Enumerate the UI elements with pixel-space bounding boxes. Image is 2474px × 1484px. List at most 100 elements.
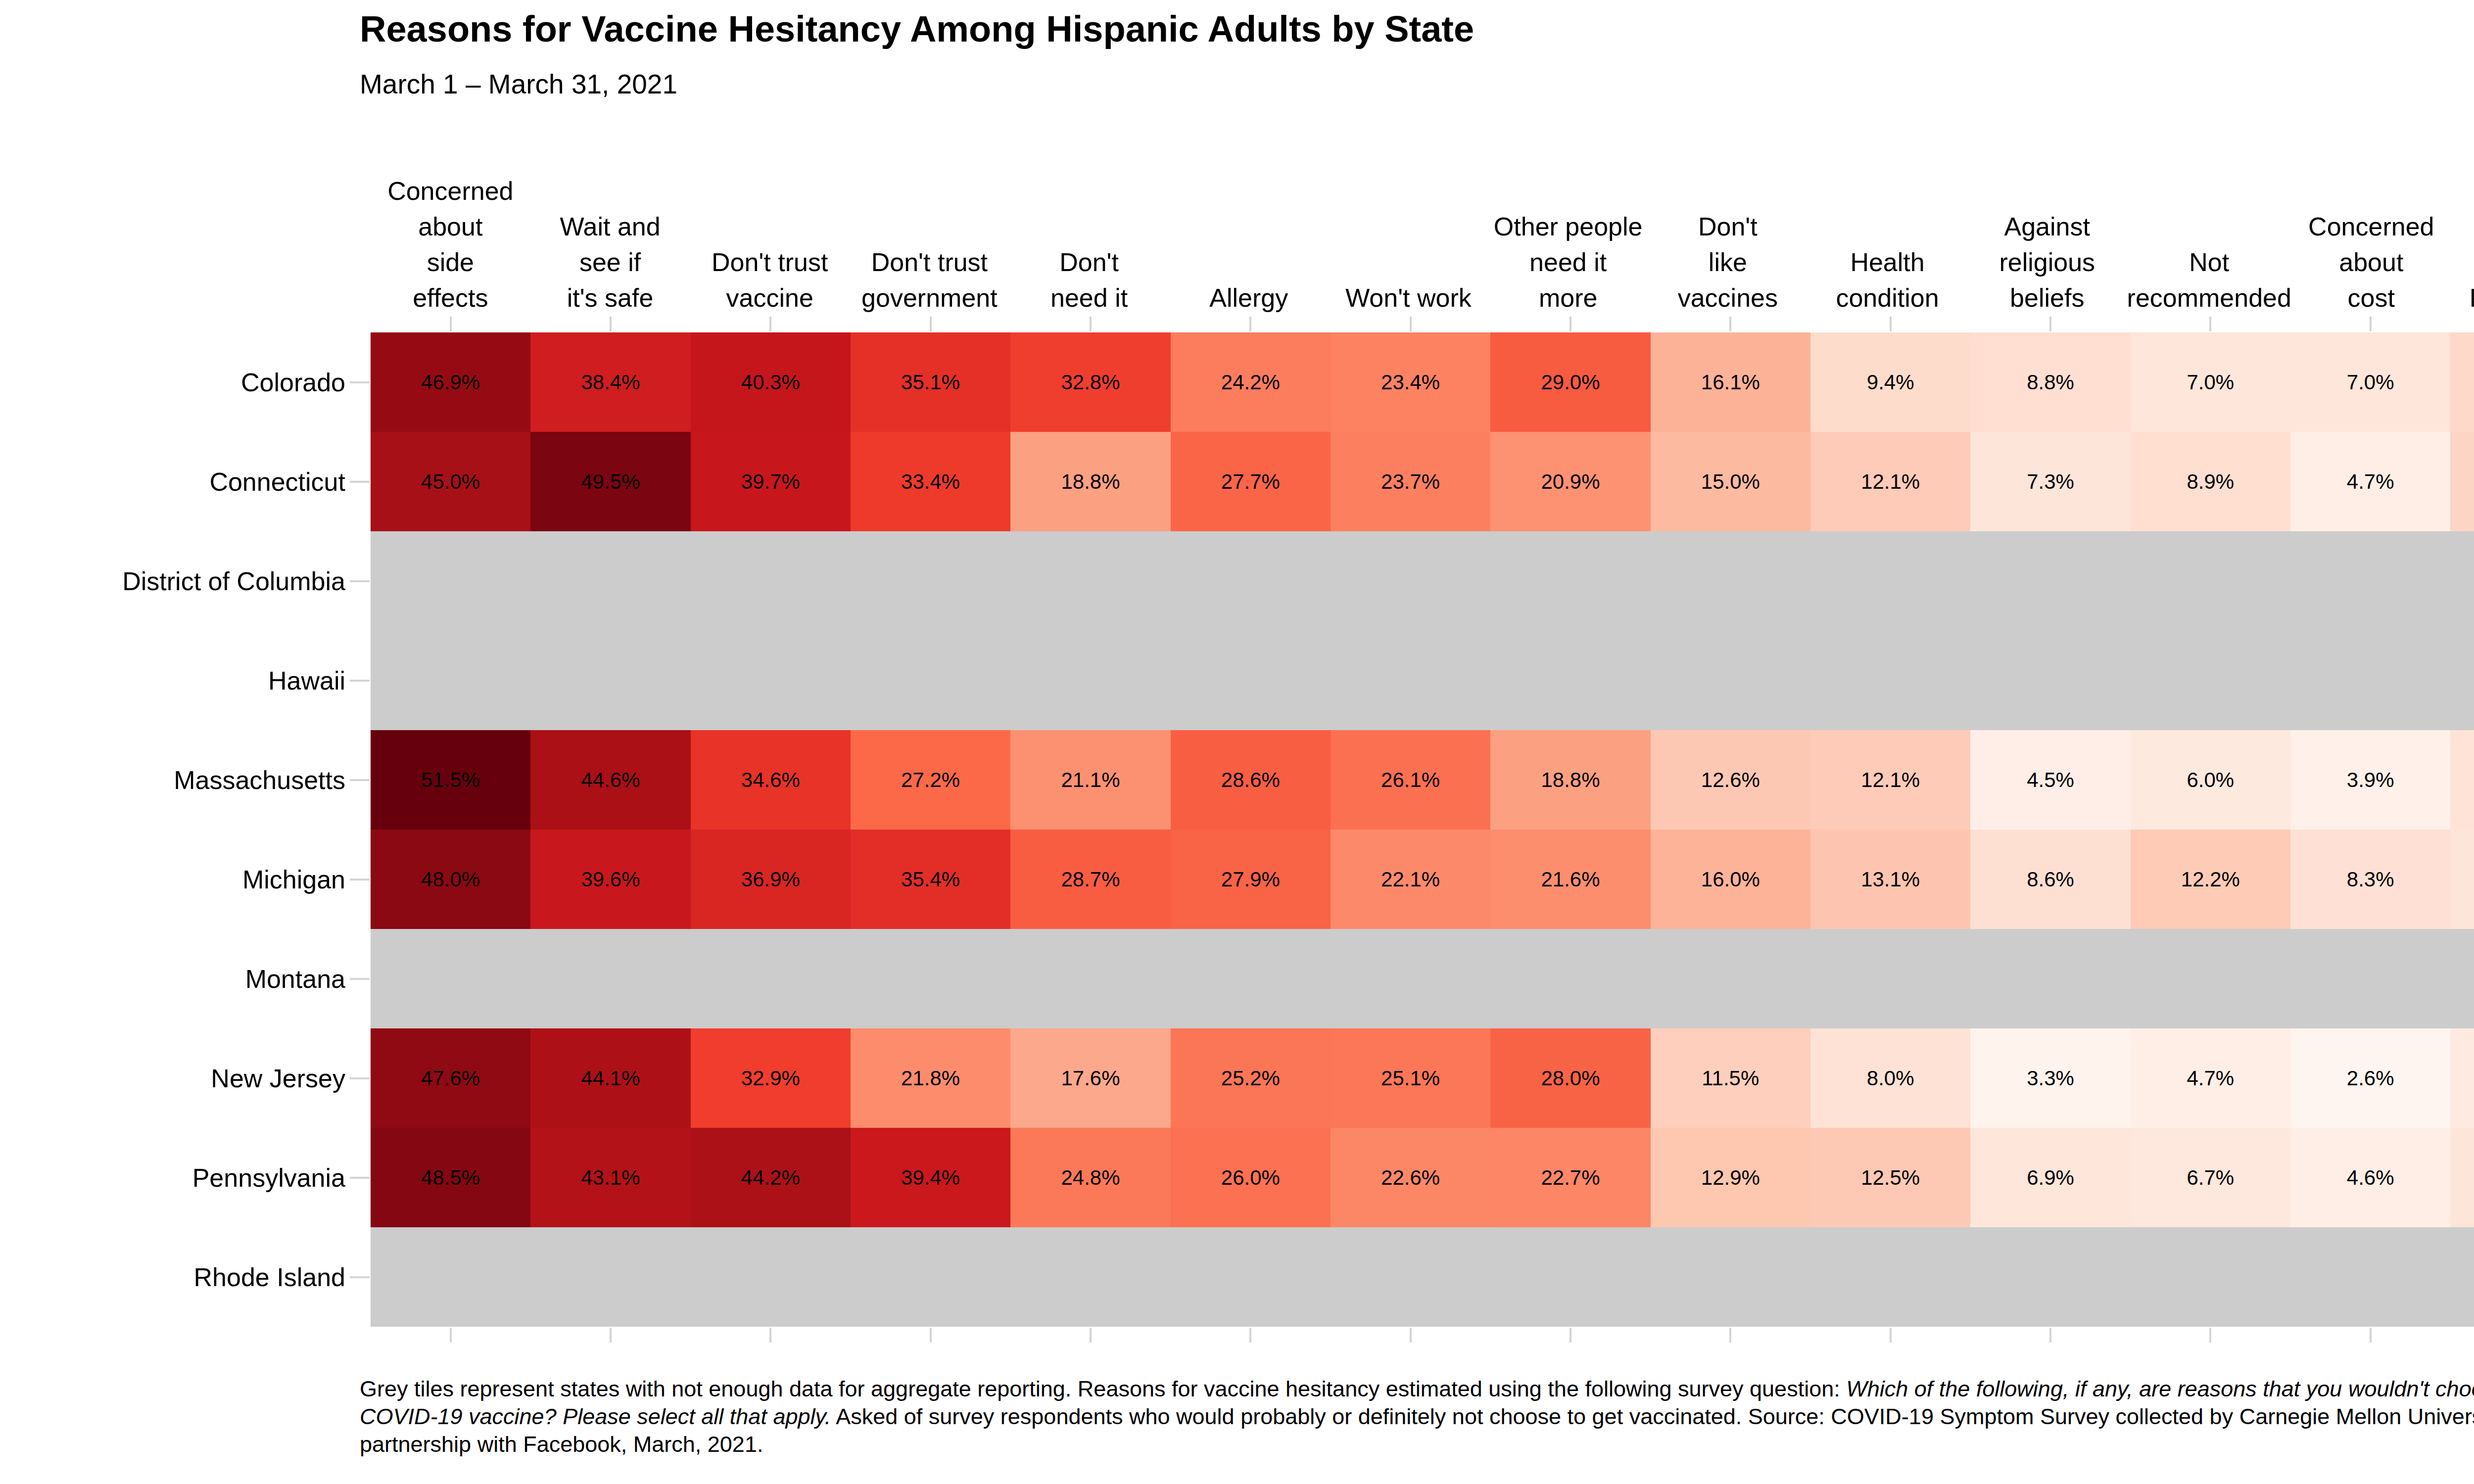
column-header: Concerned about cost — [2291, 139, 2451, 316]
tick-slot — [350, 730, 370, 830]
heatmap-cell: 4.6% — [2290, 1128, 2450, 1227]
row-labels: ColoradoConnecticutDistrict of ColumbiaH… — [0, 332, 345, 1327]
heatmap-cell: 44.6% — [530, 730, 690, 830]
column-header: Against religious beliefs — [1967, 139, 2127, 316]
heatmap-cell: 47.6% — [371, 1028, 530, 1128]
heatmap-cell: 13.1% — [1810, 830, 1970, 929]
heatmap-cell: 5.7% — [2450, 1028, 2474, 1128]
tick-slot — [1490, 317, 1650, 331]
heatmap-cell: 8.3% — [2290, 830, 2450, 929]
row-label: Colorado — [0, 332, 345, 432]
tick-slot — [350, 631, 370, 730]
footnote-text: Grey tiles represent states with not eno… — [360, 1376, 1846, 1401]
heatmap-cell: 3.9% — [2290, 730, 2450, 830]
tick-slot — [1331, 317, 1490, 331]
row-label: Connecticut — [0, 432, 345, 531]
heatmap-cell: 12.1% — [1810, 432, 1970, 531]
row-label: Massachusetts — [0, 730, 345, 830]
heatmap-cell: 44.1% — [530, 1028, 690, 1128]
x-tick — [2049, 1328, 2051, 1343]
tick-slot — [691, 317, 851, 331]
heatmap-cell: 22.6% — [1331, 1128, 1490, 1227]
column-header: Health condition — [1808, 139, 1967, 316]
x-tick — [610, 317, 612, 331]
tick-slot — [1970, 1328, 2130, 1343]
heatmap-cell: 4.5% — [1970, 730, 2130, 830]
heatmap-cell: 24.8% — [1010, 1128, 1170, 1227]
heatmap-cell: 39.6% — [530, 830, 690, 929]
heatmap-cell: 48.0% — [371, 830, 530, 929]
heatmap-cell: 17.6% — [1010, 1028, 1170, 1128]
column-header: Concerned about side effects — [371, 139, 530, 316]
heatmap-cell: 12.5% — [1810, 1128, 1970, 1227]
tick-slot — [1490, 1328, 1650, 1343]
footnote: Grey tiles represent states with not eno… — [360, 1375, 2474, 1458]
missing-data-row — [371, 631, 2474, 730]
tick-slot — [350, 332, 370, 432]
heatmap-cell: 21.1% — [1010, 730, 1170, 830]
y-axis-ticks-left — [350, 332, 370, 1327]
heatmap-cell: 18.8% — [1010, 432, 1170, 531]
column-header: Wait and see if it's safe — [530, 139, 690, 316]
tick-slot — [2290, 1328, 2450, 1343]
row-label: Montana — [0, 929, 345, 1028]
heatmap-cell: 21.6% — [1490, 830, 1650, 929]
y-tick — [350, 1276, 370, 1278]
x-tick — [1090, 317, 1092, 331]
heatmap-cell: 49.5% — [530, 432, 690, 531]
x-tick — [1249, 1328, 1251, 1343]
heatmap-cell: 35.1% — [851, 332, 1010, 432]
tick-slot — [2450, 1328, 2474, 1343]
y-tick — [350, 1077, 370, 1079]
missing-data-row — [371, 1227, 2474, 1327]
column-header: Don't need it — [1009, 139, 1169, 316]
tick-slot — [851, 317, 1010, 331]
heatmap-cell: 27.7% — [1171, 432, 1331, 531]
y-tick — [350, 1177, 370, 1179]
tick-slot — [350, 531, 370, 631]
heatmap-cell: 25.2% — [1171, 1028, 1331, 1128]
heatmap-cell: 40.3% — [691, 332, 851, 432]
tick-slot — [2450, 317, 2474, 331]
row-label: Pennsylvania — [0, 1128, 345, 1227]
x-tick — [769, 317, 771, 331]
heatmap-cell: 7.0% — [2290, 332, 2450, 432]
heatmap-cell: 8.0% — [1810, 1028, 1970, 1128]
heatmap-cell: 43.1% — [530, 1128, 690, 1227]
heatmap-cell: 22.1% — [1331, 830, 1490, 929]
heatmap-cell: 12.6% — [1651, 730, 1810, 830]
heatmap-cell: 8.9% — [2131, 432, 2290, 531]
tick-slot — [1171, 317, 1331, 331]
heatmap-cell: 29.0% — [1490, 332, 1650, 432]
heatmap-cell: 26.1% — [1331, 730, 1490, 830]
heatmap-cell: 16.0% — [1651, 830, 1810, 929]
x-tick — [610, 1328, 612, 1343]
x-tick — [1410, 317, 1412, 331]
heatmap-cell: 12.1% — [1810, 730, 1970, 830]
heatmap-cell: 23.7% — [1331, 432, 1490, 531]
heatmap-cell: 28.6% — [1171, 730, 1331, 830]
heatmap-cell: 21.8% — [851, 1028, 1010, 1128]
x-tick — [1570, 1328, 1571, 1343]
column-header: Not recommended — [2127, 139, 2291, 316]
tick-slot — [371, 317, 530, 331]
tick-slot — [350, 432, 370, 531]
heatmap-cell: 4.7% — [2290, 432, 2450, 531]
heatmap-cell: 25.1% — [1331, 1028, 1490, 1128]
heatmap-cell: 27.2% — [851, 730, 1010, 830]
chart-title: Reasons for Vaccine Hesitancy Among Hisp… — [360, 8, 1474, 50]
x-tick — [930, 1328, 932, 1343]
heatmap-cell: 35.4% — [851, 830, 1010, 929]
column-headers: Concerned about side effectsWait and see… — [371, 139, 2474, 316]
heatmap-cell: 6.9% — [1970, 1128, 2130, 1227]
heatmap-cell: 12.9% — [1651, 1128, 1810, 1227]
x-tick — [1890, 317, 1892, 331]
column-header: Won't work — [1329, 139, 1488, 316]
heatmap-cell: 2.6% — [2290, 1028, 2450, 1128]
y-tick — [350, 680, 370, 682]
x-tick — [450, 1328, 452, 1343]
tick-slot — [1810, 317, 1970, 331]
heatmap-cell: 6.0% — [2131, 730, 2290, 830]
heatmap-cell: 20.9% — [1490, 432, 1650, 531]
row-label: Rhode Island — [0, 1227, 345, 1327]
